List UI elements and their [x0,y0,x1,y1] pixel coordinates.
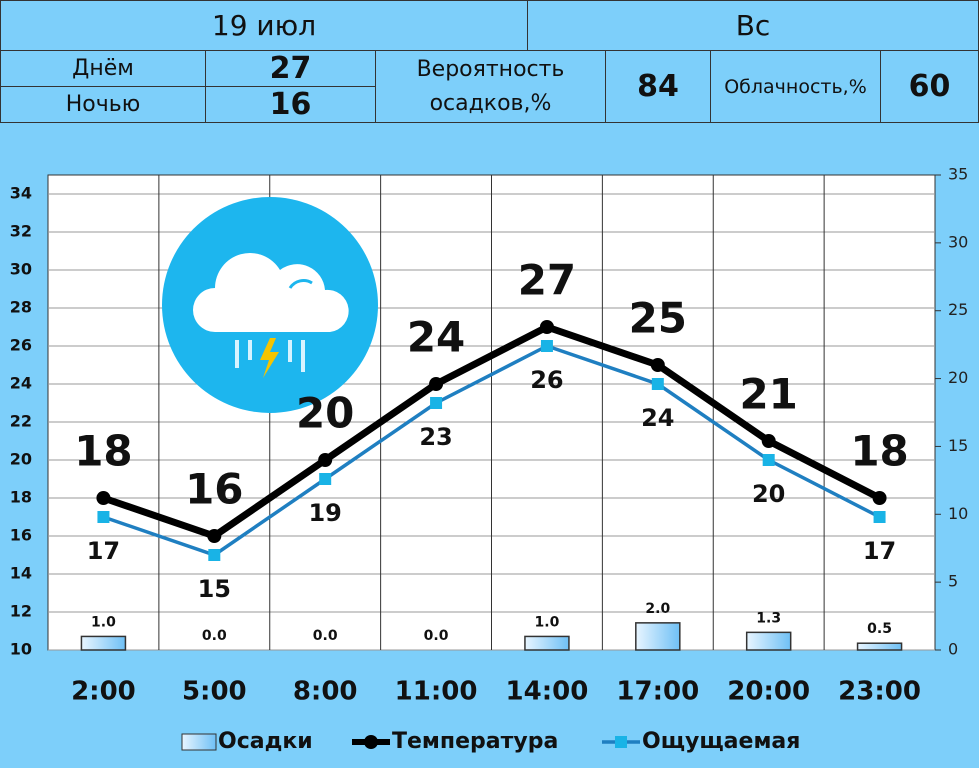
y-tick-label: 30 [10,260,32,279]
precip-label: 1.3 [756,610,781,626]
temp-marker [539,320,554,334]
y-tick-label: 12 [10,602,32,621]
precip-bar [745,631,792,651]
feel-label: 26 [530,366,563,394]
y2-tick-label: 35 [948,165,968,184]
temp-marker [429,377,444,391]
temp-marker [761,434,776,448]
legend-label: Осадки [218,729,313,754]
feel-marker [873,511,886,523]
temp-label: 21 [739,370,797,419]
temp-marker [96,491,111,505]
temp-marker [318,453,333,467]
precip-label: 1.0 [91,614,116,630]
y2-tick-label: 25 [948,300,968,319]
feel-marker [208,549,221,561]
temp-marker [650,358,665,372]
temp-marker [872,491,887,505]
temp-label: 16 [185,465,243,514]
feel-marker [430,397,443,409]
x-tick-label: 14:00 [506,677,589,707]
feel-label: 17 [863,537,896,565]
y-tick-label: 26 [10,336,32,355]
temp-marker [207,529,222,543]
series-line [102,344,881,557]
temp-label: 18 [850,427,908,476]
feel-marker [319,473,332,485]
precip-label: Вероятность осадков,% [375,50,606,123]
legend-label: Ощущаемая [642,729,800,754]
precip-bar [80,635,127,651]
y-tick-label: 34 [10,184,32,203]
y2-tick-label: 10 [948,504,968,523]
precip-label: 0.5 [867,621,892,637]
precip-bar [856,642,903,651]
feel-label: 24 [641,404,674,432]
precip-bar [524,635,570,651]
legend-label: Температура [392,729,558,754]
x-tick-label: 2:00 [71,677,136,707]
precip-value: 84 [605,50,711,123]
y2-tick-label: 30 [948,232,968,251]
y-tick-label: 14 [10,564,32,583]
y2-tick-label: 5 [948,572,958,591]
weather-icon [162,197,378,413]
y2-tick-label: 0 [948,640,958,659]
night-value: 16 [205,86,376,123]
feel-marker [97,511,110,523]
precip-label: 0.0 [202,628,227,644]
temp-label: 20 [296,389,354,438]
temp-label: 25 [629,294,687,343]
precip-label: 2.0 [645,601,670,617]
precip-label: 1.0 [535,614,560,630]
temp-label: 18 [74,427,132,476]
precip-bar [635,622,681,651]
x-tick-label: 11:00 [395,677,478,707]
legend-marker [615,736,627,748]
legend-marker [364,735,378,749]
x-tick-label: 20:00 [727,677,810,707]
feel-marker [651,378,664,390]
feel-marker [540,340,553,352]
y-tick-label: 10 [10,640,32,659]
y-tick-label: 32 [10,222,32,241]
precip-label: 0.0 [424,628,449,644]
y2-tick-label: 20 [948,368,968,387]
x-tick-label: 17:00 [616,677,699,707]
legend-swatch [181,733,217,751]
precip-label: 0.0 [313,628,338,644]
feel-label: 17 [87,537,120,565]
temp-label: 27 [518,256,576,305]
y-tick-label: 28 [10,298,32,317]
y-tick-label: 18 [10,488,32,507]
x-tick-label: 8:00 [293,677,358,707]
x-tick-label: 5:00 [182,677,247,707]
y-tick-label: 22 [10,412,32,431]
y2-tick-label: 15 [948,436,968,455]
feel-marker [762,454,775,466]
feel-label: 15 [198,575,231,603]
day-label: Днём [0,50,206,87]
y-tick-label: 24 [10,374,32,393]
x-tick-label: 23:00 [838,677,921,707]
temp-label: 24 [407,313,465,362]
feel-label: 23 [419,423,452,451]
feel-label: 20 [752,480,785,508]
y-tick-label: 20 [10,450,32,469]
series-line [102,323,882,540]
y-tick-label: 16 [10,526,32,545]
feel-label: 19 [308,499,341,527]
